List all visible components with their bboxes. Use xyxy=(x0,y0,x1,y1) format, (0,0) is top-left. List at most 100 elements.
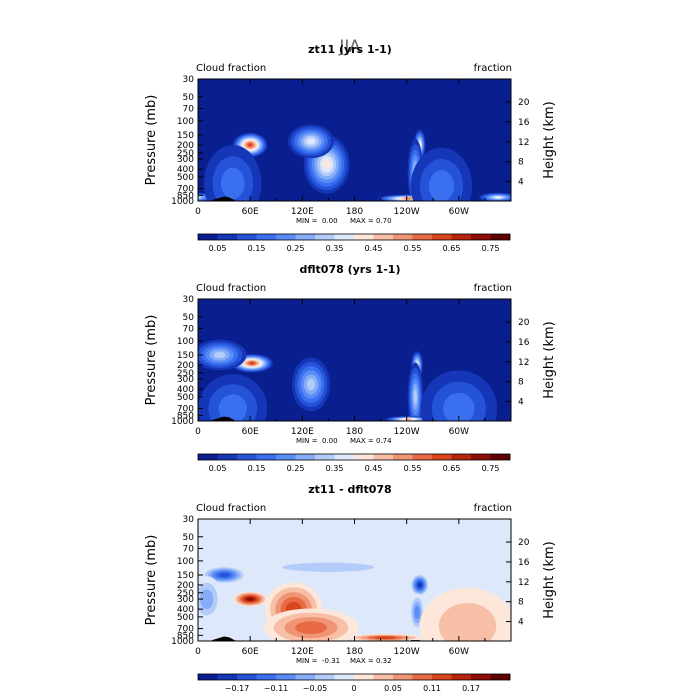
y-tick-label: 100 xyxy=(177,557,194,567)
contour-field xyxy=(198,299,511,421)
x-tick-label: 60E xyxy=(242,647,259,657)
colorbar-swatch xyxy=(295,234,316,240)
colorbar-swatch xyxy=(295,454,316,460)
stat-max-value: 0.70 xyxy=(376,217,392,225)
height-tick-label: 12 xyxy=(518,138,529,148)
height-tick-label: 8 xyxy=(518,598,524,608)
stat-min-value: 0.00 xyxy=(322,437,338,445)
colorbar-label: 0.15 xyxy=(248,464,266,473)
y-tick-label: 200 xyxy=(177,361,194,371)
contour-blob-6-level-4 xyxy=(414,606,420,619)
colorbar-swatch xyxy=(412,234,433,240)
units-label: fraction xyxy=(474,63,512,74)
x-tick-label: 0 xyxy=(195,647,201,657)
height-tick-label: 8 xyxy=(518,378,524,388)
contour-blob-9-level-3 xyxy=(220,167,245,199)
stat-min-value: 0.00 xyxy=(322,217,338,225)
colorbar-swatch xyxy=(237,674,257,680)
colorbar-label: 0.15 xyxy=(248,244,266,253)
contour-field xyxy=(198,79,511,201)
x-tick-label: 60E xyxy=(242,207,259,217)
height-tick-label: 20 xyxy=(518,318,530,328)
y-tick-label: 30 xyxy=(183,515,195,525)
y-tick-label: 500 xyxy=(177,173,194,183)
units-label: fraction xyxy=(474,283,512,294)
height-tick-label: 16 xyxy=(518,558,530,568)
colorbar-swatch xyxy=(451,234,472,240)
y-tick-label: 50 xyxy=(183,533,195,543)
colorbar-frame xyxy=(197,233,511,241)
colorbar-swatch xyxy=(198,674,218,680)
colorbar-label: 0.17 xyxy=(462,684,480,693)
y-tick-label: 70 xyxy=(183,544,195,554)
y-tick-label: 1000 xyxy=(171,197,194,207)
colorbar-label: 0.05 xyxy=(209,244,227,253)
height-tick-label: 12 xyxy=(518,358,529,368)
height-tick-label: 16 xyxy=(518,118,530,128)
colorbar-swatch xyxy=(451,454,472,460)
colorbar-swatch xyxy=(354,234,374,240)
contour-blob-11-level-2 xyxy=(438,603,497,641)
y-tick-label: 500 xyxy=(177,613,194,623)
colorbar-label: 0.35 xyxy=(326,244,344,253)
colorbar-label: 0 xyxy=(351,684,356,693)
y-tick-label: 150 xyxy=(177,351,194,361)
x-tick-label: 180 xyxy=(346,647,363,657)
colorbar-label: 0.35 xyxy=(326,464,344,473)
y-tick-label: 200 xyxy=(177,141,194,151)
units-label: fraction xyxy=(474,503,512,514)
y-tick-label: 1000 xyxy=(171,637,194,647)
x-tick-label: 120E xyxy=(291,207,314,217)
colorbar-swatch xyxy=(217,454,238,460)
colorbar-swatch xyxy=(412,674,433,680)
colorbar-swatch xyxy=(334,234,355,240)
colorbar-frame xyxy=(197,453,511,461)
colorbar-label: 0.55 xyxy=(404,244,422,253)
panel-1: zt11 (yrs 1-1) Cloud fraction fraction 0 60E… xyxy=(144,43,557,253)
panel-title: zt11 (yrs 1-1) xyxy=(308,43,392,56)
height-tick-label: 16 xyxy=(518,338,530,348)
stat-max-label: MAX = xyxy=(350,437,374,445)
colorbar-swatch xyxy=(471,674,491,680)
topography-mask xyxy=(210,196,237,201)
colorbar-swatch xyxy=(490,674,511,680)
contour-blob-10-level-2 xyxy=(282,562,375,572)
colorbar-label: 0.75 xyxy=(482,464,500,473)
colorbar-label: −0.05 xyxy=(303,684,328,693)
contour-blob-1-level-12 xyxy=(249,361,255,365)
height-tick-label: 4 xyxy=(518,398,524,408)
colorbar-swatch xyxy=(490,234,511,240)
colorbar-swatch xyxy=(256,234,277,240)
x-tick-label: 0 xyxy=(195,427,201,437)
y-tick-label: 30 xyxy=(183,295,195,305)
y-axis-label-right: Height (km) xyxy=(542,321,557,398)
colorbar-swatch xyxy=(373,454,394,460)
colorbar-swatch xyxy=(432,454,452,460)
colorbar-label: 0.75 xyxy=(482,244,500,253)
x-tick-label: 180 xyxy=(346,427,363,437)
y-axis-label: Pressure (mb) xyxy=(144,535,159,626)
colorbar-swatch xyxy=(217,234,238,240)
variable-label: Cloud fraction xyxy=(196,63,266,74)
contour-field xyxy=(198,519,511,641)
contour-blob-3-level-6 xyxy=(306,378,316,391)
colorbar-label: 0.65 xyxy=(443,464,461,473)
colorbar-swatch xyxy=(393,454,413,460)
stat-max-value: 0.32 xyxy=(376,657,392,665)
topography-mask xyxy=(210,416,237,421)
x-tick-label: 0 xyxy=(195,207,201,217)
colorbar-swatch xyxy=(237,234,257,240)
y-tick-label: 250 xyxy=(177,369,194,379)
colorbar-swatch xyxy=(256,674,277,680)
y-tick-label: 100 xyxy=(177,337,194,347)
colorbar-swatch xyxy=(432,234,452,240)
contour-blob-5-level-7 xyxy=(417,582,422,588)
height-tick-label: 4 xyxy=(518,618,524,628)
x-tick-label: 120W xyxy=(394,207,420,217)
contour-blob-7-level-7 xyxy=(494,195,502,199)
contour-blob-2-level-8 xyxy=(322,159,331,170)
y-tick-label: 30 xyxy=(183,75,195,85)
colorbar-swatch xyxy=(256,454,277,460)
y-tick-label: 700 xyxy=(177,405,194,415)
contour-blob-8-level-5 xyxy=(374,636,396,640)
